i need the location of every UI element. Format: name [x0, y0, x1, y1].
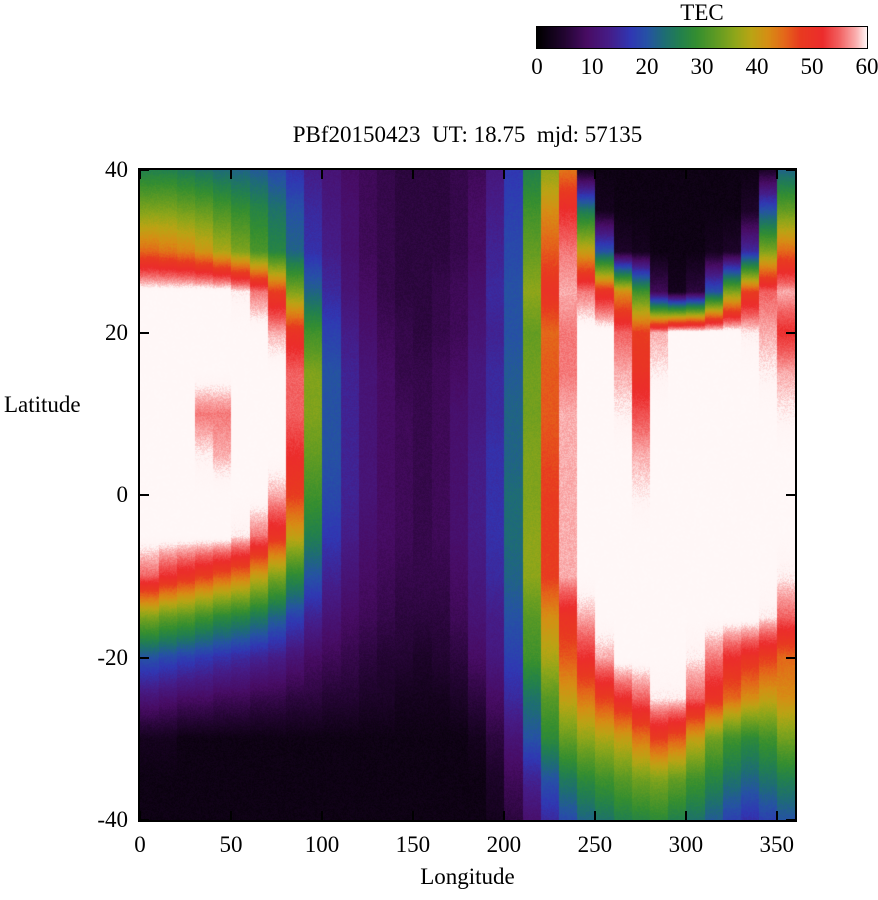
x-tick-label: 200	[486, 832, 522, 857]
tick-mark	[139, 811, 141, 820]
colorbar-tick-label: 60	[855, 54, 878, 79]
tick-mark	[685, 170, 687, 179]
tick-mark	[503, 170, 505, 179]
tec-heatmap-canvas	[140, 170, 795, 820]
tick-mark	[594, 170, 596, 179]
tick-mark	[786, 494, 795, 496]
colorbar-tick-label: 40	[745, 54, 769, 79]
tick-mark	[594, 811, 596, 820]
tick-mark	[412, 170, 414, 179]
colorbar-tick-label: 50	[800, 54, 824, 79]
tick-mark	[140, 657, 149, 659]
plot-area	[138, 168, 797, 822]
tick-mark	[321, 170, 323, 179]
y-tick-label: 40	[105, 157, 128, 182]
tick-mark	[786, 169, 795, 171]
y-tick-label: -20	[97, 644, 128, 670]
tick-mark	[786, 332, 795, 334]
colorbar-tick-label: 30	[690, 54, 714, 79]
y-tick-label: 0	[116, 482, 129, 507]
tick-mark	[685, 811, 687, 820]
tick-mark	[140, 169, 149, 171]
x-tick-label: 350	[759, 832, 795, 857]
plot-title: PBf20150423 UT: 18.75 mjd: 57135	[292, 122, 643, 147]
tick-mark	[139, 170, 141, 179]
tick-mark	[786, 819, 795, 821]
x-tick-label: 300	[668, 832, 704, 857]
colorbar-title: TEC	[680, 0, 724, 25]
x-tick-label: 150	[395, 832, 431, 857]
y-tick-label: 20	[105, 319, 128, 345]
tick-mark	[776, 811, 778, 820]
y-tick-label: -40	[97, 807, 128, 832]
tick-mark	[230, 170, 232, 179]
tick-mark	[230, 811, 232, 820]
x-tick-label: 250	[577, 832, 613, 857]
x-tick-label: 100	[304, 832, 340, 857]
x-axis-label: Longitude	[420, 864, 515, 889]
colorbar-tick-label: 10	[580, 54, 604, 79]
colorbar-tick-label: 20	[635, 54, 659, 79]
tick-mark	[412, 811, 414, 820]
x-tick-label: 50	[219, 832, 243, 857]
colorbar-tick-label: 0	[531, 54, 543, 79]
y-axis-label: Latitude	[4, 392, 81, 417]
tick-mark	[321, 811, 323, 820]
tick-mark	[140, 819, 149, 821]
tick-mark	[503, 811, 505, 820]
tick-mark	[140, 494, 149, 496]
tick-mark	[140, 332, 149, 334]
colorbar-gradient-canvas	[536, 26, 868, 49]
x-tick-label: 0	[134, 832, 146, 857]
tick-mark	[776, 170, 778, 179]
tick-mark	[786, 657, 795, 659]
